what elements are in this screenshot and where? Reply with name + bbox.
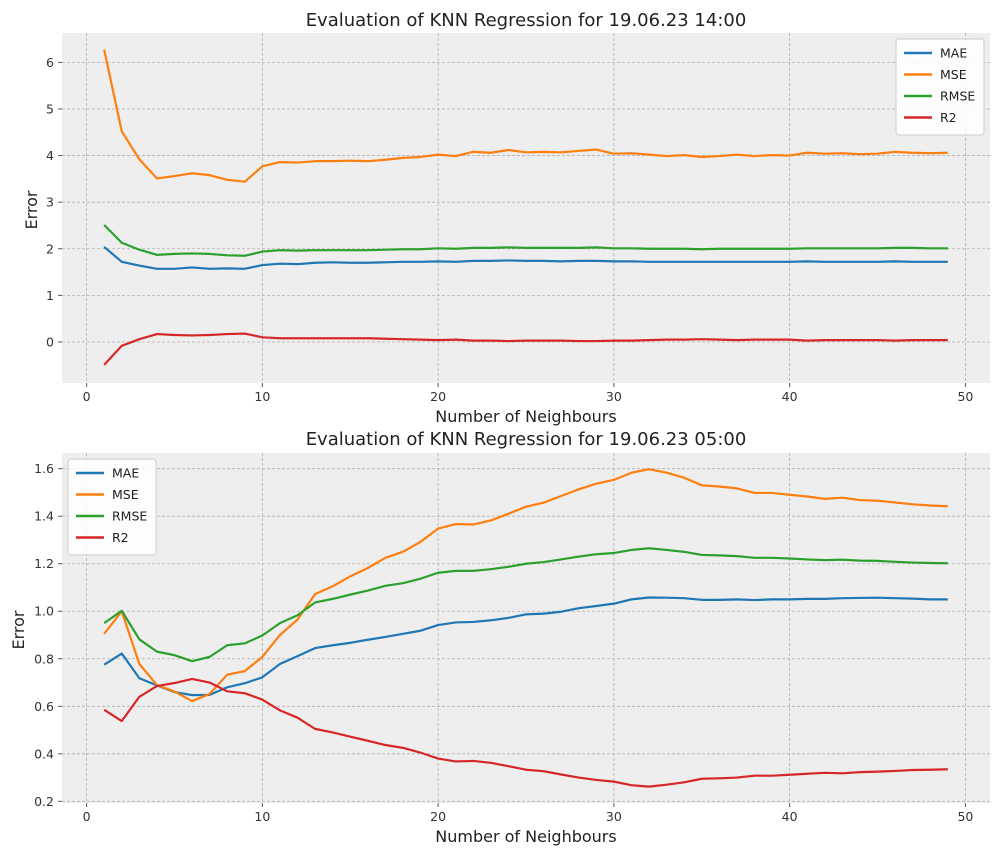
x-tick-label: 40 — [782, 809, 798, 824]
y-tick-label: 6 — [46, 55, 54, 70]
x-tick-label: 10 — [254, 809, 270, 824]
x-tick-label: 30 — [606, 809, 622, 824]
legend-label-rmse: RMSE — [112, 509, 147, 524]
legend-label-r2: R2 — [940, 110, 957, 125]
legend-label-mae: MAE — [940, 46, 967, 61]
legend-label-mae: MAE — [112, 466, 139, 481]
y-tick-label: 5 — [46, 101, 54, 116]
x-tick-label: 20 — [430, 389, 446, 404]
legend-label-mse: MSE — [940, 67, 967, 82]
y-axis-label-bottom: Error — [9, 610, 28, 649]
y-tick-label: 1.6 — [34, 461, 54, 476]
series-line-mae — [103, 596, 948, 697]
gridlines-top — [62, 33, 990, 383]
y-tick-label: 2 — [46, 241, 54, 256]
x-axis-label-bottom: Number of Neighbours — [435, 827, 616, 846]
y-tick-label: 1.4 — [34, 509, 54, 524]
chart-title-bottom: Evaluation of KNN Regression for 19.06.2… — [306, 429, 747, 450]
y-tick-label: 0.8 — [34, 651, 54, 666]
series-line-rmse — [103, 224, 948, 257]
y-tick-label: 0.4 — [34, 746, 54, 761]
legend-box — [895, 38, 985, 136]
chart-panel-top: Evaluation of KNN Regression for 19.06.2… — [22, 10, 990, 426]
legend-label-rmse: RMSE — [940, 89, 975, 104]
y-tick-label: 0.6 — [34, 699, 54, 714]
legend-label-mse: MSE — [112, 487, 139, 502]
x-tick-label: 50 — [957, 809, 973, 824]
x-tick-label: 20 — [430, 809, 446, 824]
y-axis-label-top: Error — [22, 190, 41, 229]
x-tick-label: 40 — [782, 389, 798, 404]
y-tick-label: 4 — [46, 148, 54, 163]
legend-bottom: MAE MSE RMSE R2 — [67, 458, 157, 556]
y-tick-label: 1.0 — [34, 604, 54, 619]
x-tick-label: 0 — [83, 809, 91, 824]
y-tick-label: 1 — [46, 288, 54, 303]
legend-label-r2: R2 — [112, 530, 129, 545]
legend-box — [67, 458, 157, 556]
chart-title-top: Evaluation of KNN Regression for 19.06.2… — [306, 10, 747, 31]
x-tick-label: 0 — [83, 389, 91, 404]
series-line-rmse — [103, 547, 948, 663]
x-axis-label-top: Number of Neighbours — [435, 407, 616, 426]
series-line-r2 — [103, 677, 948, 788]
y-tick-label: 0.2 — [34, 794, 54, 809]
axes-top: 0 10 20 30 40 50 0 1 2 3 4 5 6 — [46, 55, 973, 404]
series-line-mse — [103, 468, 948, 703]
series-line-mae — [103, 246, 948, 270]
y-tick-label: 1.2 — [34, 556, 54, 571]
x-tick-label: 30 — [606, 389, 622, 404]
y-tick-label: 0 — [46, 334, 54, 349]
x-tick-label: 50 — [957, 389, 973, 404]
series-lines-top — [103, 49, 948, 366]
plot-area-bottom — [62, 453, 990, 803]
x-tick-label: 10 — [254, 389, 270, 404]
series-line-mse — [103, 49, 948, 183]
legend-top: MAE MSE RMSE R2 — [895, 38, 985, 136]
gridlines-bottom — [62, 453, 990, 803]
axes-bottom: 0 10 20 30 40 50 0.2 0.4 0.6 0.8 1.0 1.2 1.4 1.6 — [34, 461, 973, 824]
chart-panel-bottom: Evaluation of KNN Regression for 19.06.2… — [9, 429, 990, 846]
series-lines-bottom — [103, 468, 948, 788]
y-tick-label: 3 — [46, 195, 54, 210]
plot-area-top — [62, 33, 990, 383]
series-line-r2 — [103, 332, 948, 366]
